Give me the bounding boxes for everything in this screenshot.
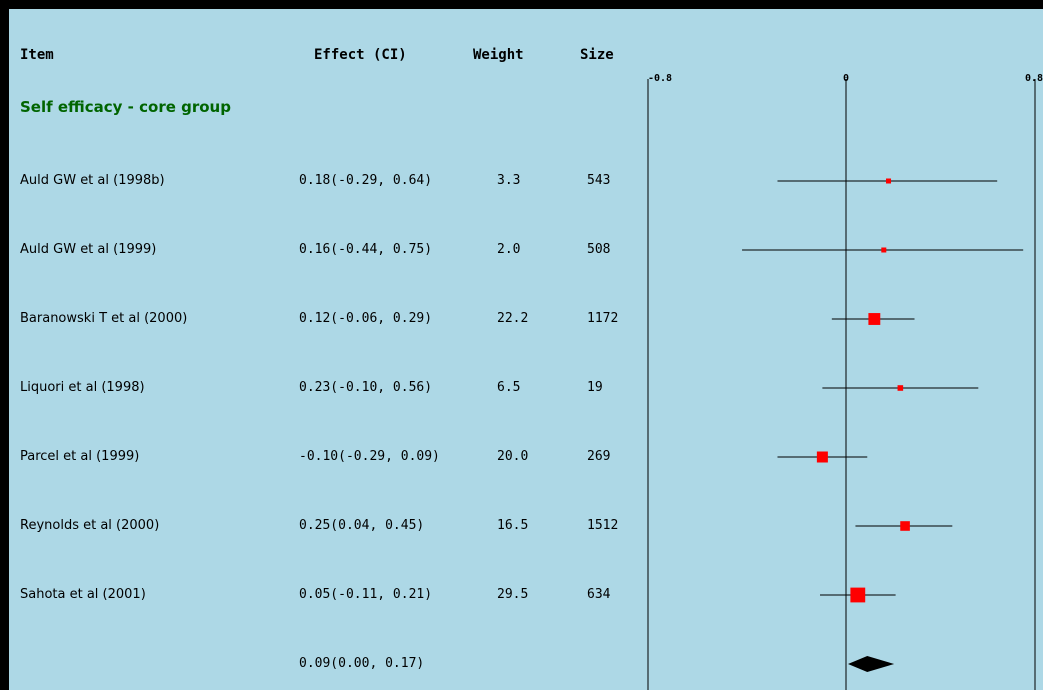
effect-marker <box>881 247 887 253</box>
study-size: 508 <box>587 242 611 257</box>
study-name: Sahota et al (2001) <box>20 587 146 602</box>
study-size: 19 <box>587 380 603 395</box>
study-effect: 0.25(0.04, 0.45) <box>299 518 425 533</box>
study-size: 1172 <box>587 311 619 326</box>
study-weight: 3.3 <box>497 173 521 188</box>
study-weight: 2.0 <box>497 242 521 257</box>
tick-label-neg: -0.8 <box>648 73 672 84</box>
study-name: Auld GW et al (1999) <box>20 242 157 257</box>
effect-marker <box>900 521 910 531</box>
effect-marker <box>868 313 881 325</box>
study-effect: 0.18(-0.29, 0.64) <box>299 173 433 188</box>
header-weight: Weight <box>473 47 524 63</box>
forest-plot: -0.8 0 0.8 <box>647 73 1043 690</box>
study-weight: 16.5 <box>497 518 529 533</box>
study-weight: 6.5 <box>497 380 521 395</box>
study-name: Reynolds et al (2000) <box>20 518 160 533</box>
study-name: Baranowski T et al (2000) <box>20 311 188 326</box>
effect-marker <box>886 178 892 184</box>
study-effect: 0.12(-0.06, 0.29) <box>299 311 433 326</box>
tick-label-pos: 0.8 <box>1025 73 1043 84</box>
header-effect: Effect (CI) <box>314 47 407 63</box>
study-weight: 29.5 <box>497 587 529 602</box>
study-size: 1512 <box>587 518 619 533</box>
study-effect: 0.23(-0.10, 0.56) <box>299 380 433 395</box>
study-effect: -0.10(-0.29, 0.09) <box>299 449 440 464</box>
study-name: Liquori et al (1998) <box>20 380 145 395</box>
group-title: Self efficacy - core group <box>20 98 231 116</box>
study-weight: 22.2 <box>497 311 529 326</box>
study-name: Parcel et al (1999) <box>20 449 140 464</box>
study-effect: 0.16(-0.44, 0.75) <box>299 242 433 257</box>
effect-marker <box>897 385 904 391</box>
study-effect: 0.05(-0.11, 0.21) <box>299 587 433 602</box>
effect-marker <box>816 451 828 463</box>
forest-plot-panel: Item Effect (CI) Weight Size Self effica… <box>9 9 1043 690</box>
header-size: Size <box>580 47 614 63</box>
study-size: 269 <box>587 449 611 464</box>
summary-effect: 0.09(0.00, 0.17) <box>299 656 425 671</box>
study-size: 543 <box>587 173 611 188</box>
study-weight: 20.0 <box>497 449 529 464</box>
study-name: Auld GW et al (1998b) <box>20 173 165 188</box>
study-size: 634 <box>587 587 611 602</box>
summary-diamond <box>848 656 895 672</box>
tick-label-zero: 0 <box>843 73 849 84</box>
effect-marker <box>850 587 866 603</box>
header-item: Item <box>20 47 54 63</box>
